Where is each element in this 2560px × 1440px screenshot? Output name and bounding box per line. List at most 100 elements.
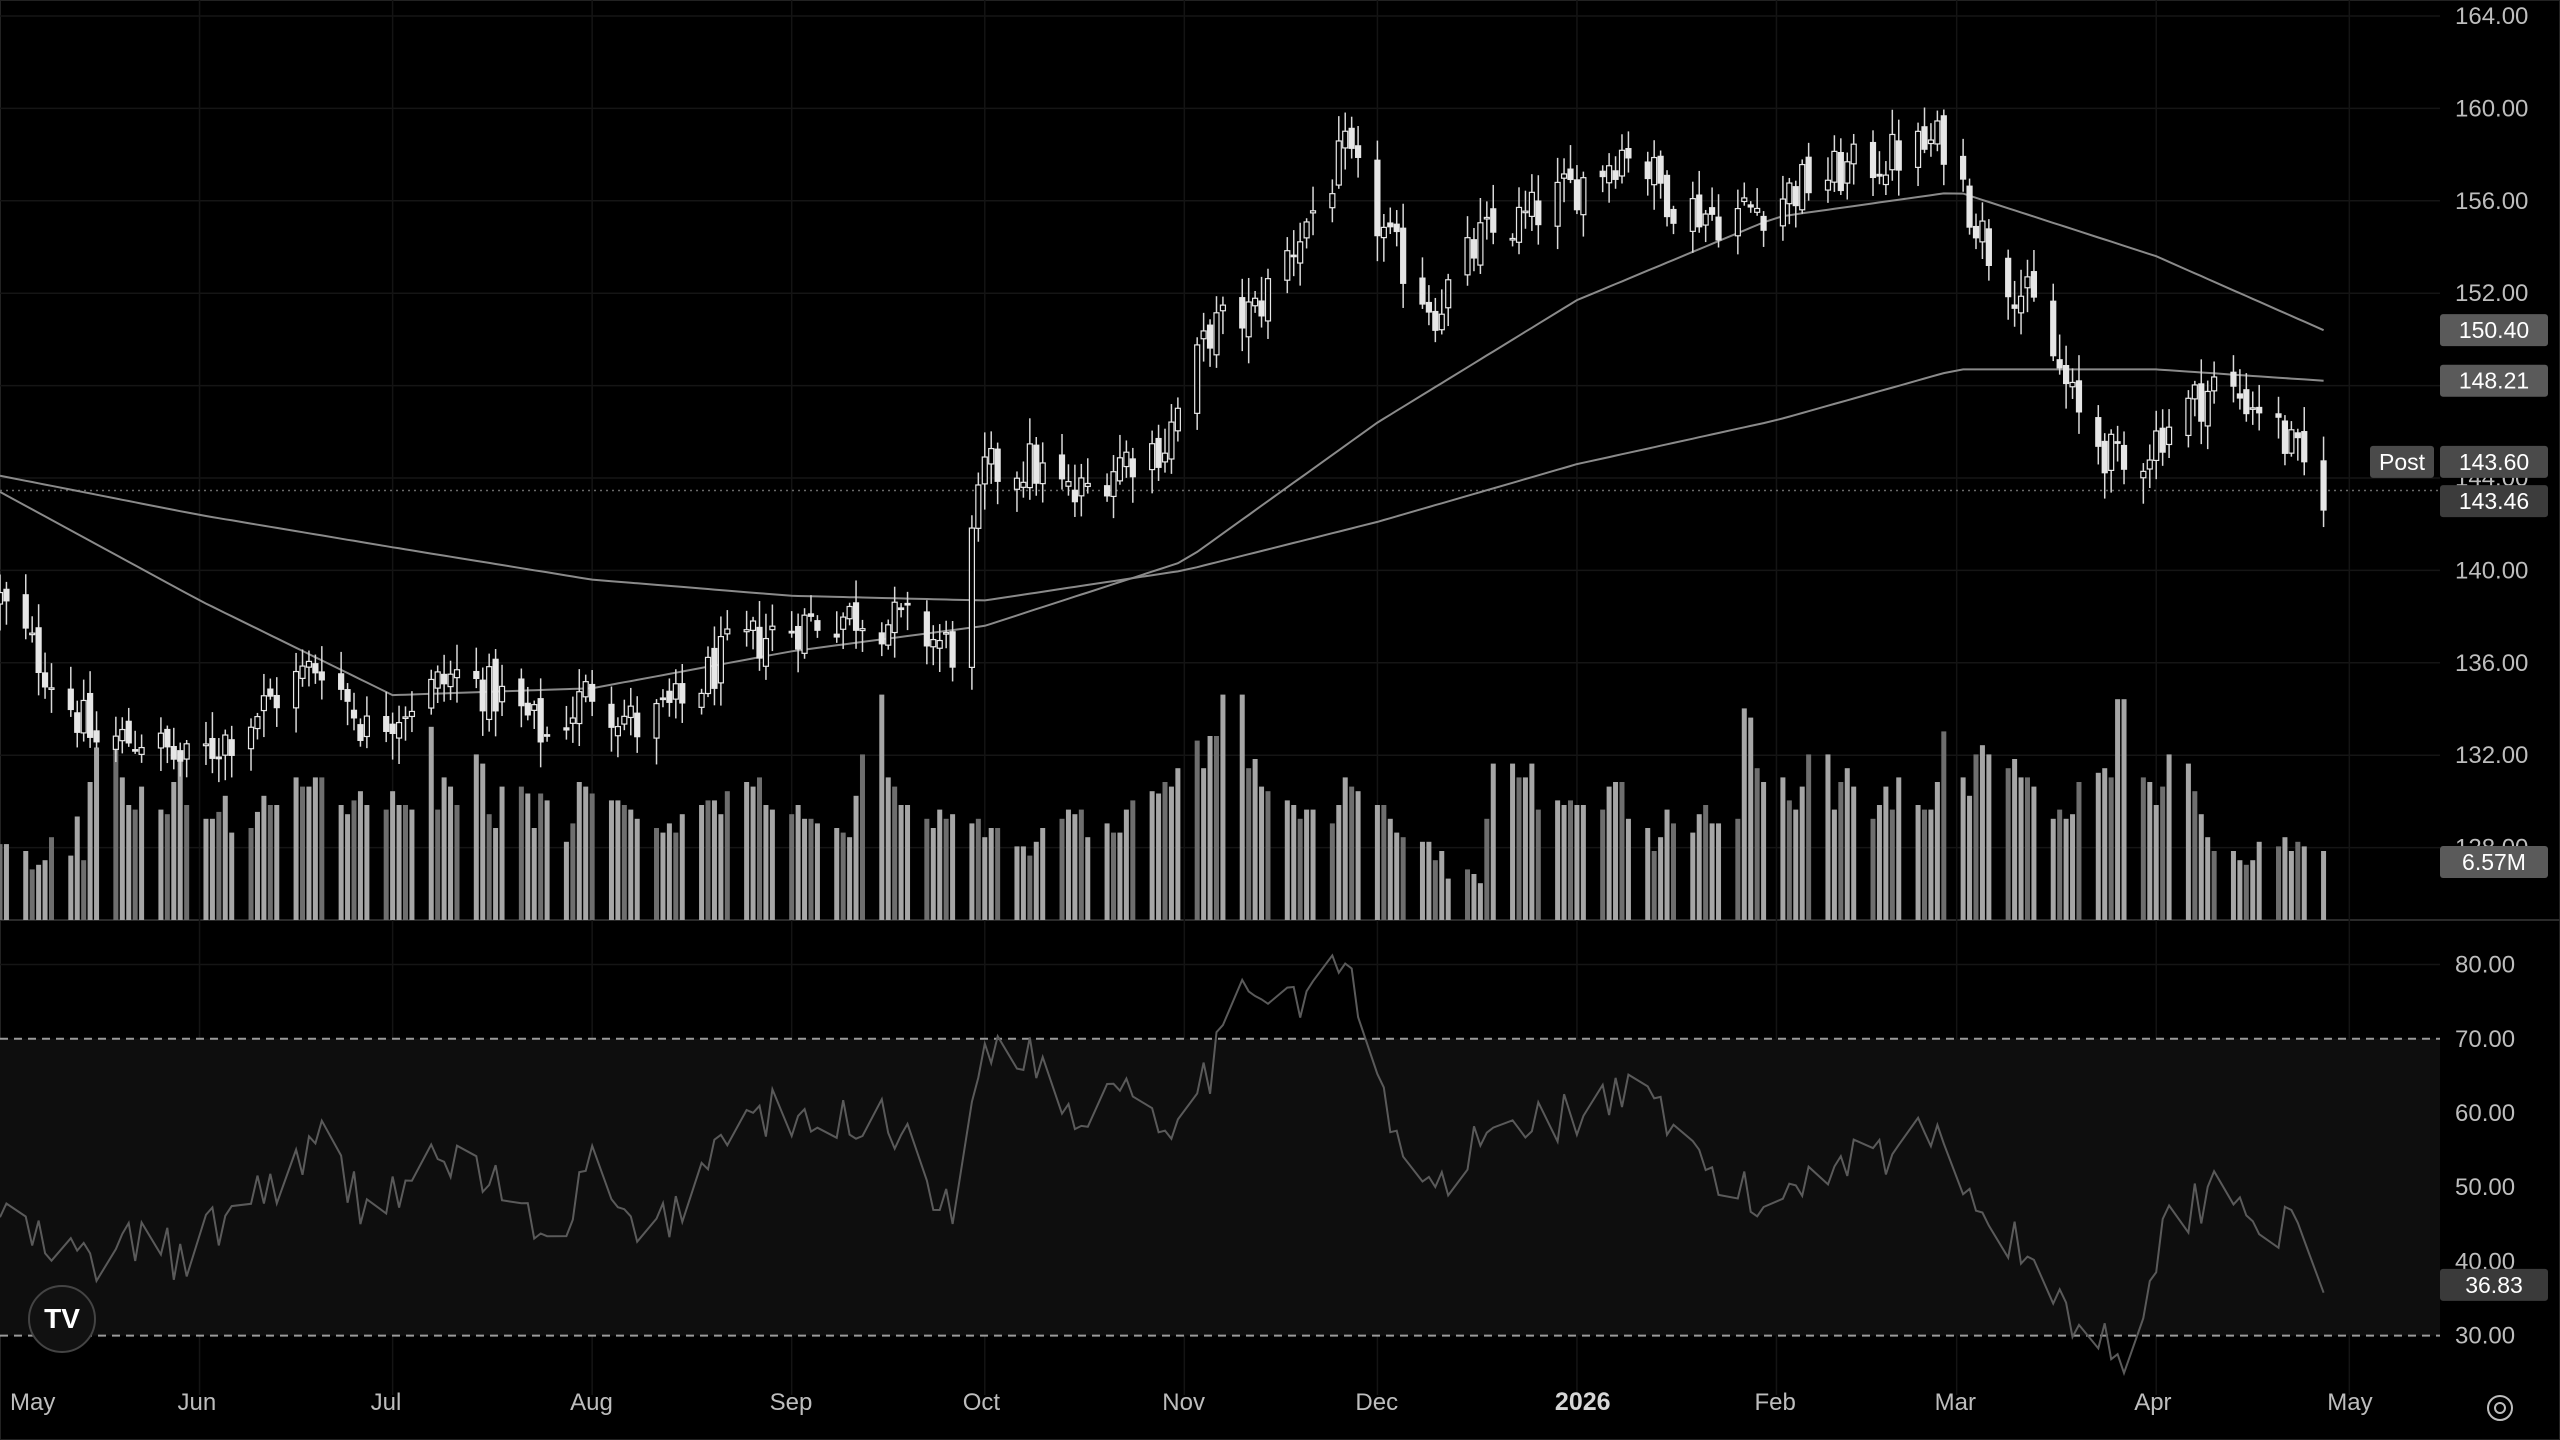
candle-body <box>2011 304 2018 309</box>
volume-bar <box>1445 878 1451 920</box>
candle-body <box>2159 427 2166 453</box>
volume-bar <box>1709 823 1715 920</box>
candle-body <box>1960 155 1967 180</box>
volume-bar <box>840 832 846 920</box>
gear-icon[interactable] <box>2482 1390 2518 1426</box>
volume-bar <box>1522 777 1528 920</box>
candle-body <box>1889 133 1896 171</box>
time-tick-label: 2026 <box>1555 1388 1611 1416</box>
candle-body <box>1419 277 1426 305</box>
volume-bar <box>36 864 42 920</box>
volume-bar <box>42 860 48 920</box>
volume-bar <box>1696 814 1702 920</box>
volume-bar <box>87 782 93 920</box>
candlestick-series[interactable] <box>0 107 2327 783</box>
ma-50-line <box>0 192 2325 697</box>
volume-bar <box>473 754 479 920</box>
last-price-badge: 143.46 <box>2459 488 2529 514</box>
candle-body <box>1206 324 1214 349</box>
candle-body <box>1567 168 1574 181</box>
volume-bar <box>969 823 975 920</box>
volume-bar <box>2192 791 2198 920</box>
volume-bar <box>608 800 614 920</box>
volume-bar <box>1690 832 1696 920</box>
candle-body <box>608 703 615 728</box>
volume-bar <box>2211 851 2217 920</box>
volume-bar <box>673 832 679 920</box>
candle-body <box>1219 304 1227 312</box>
volume-bar <box>132 809 138 920</box>
volume-bar <box>2205 837 2211 920</box>
volume-bar <box>68 855 74 920</box>
volume-bar <box>1117 832 1123 920</box>
candle-body <box>749 620 757 631</box>
candle-body <box>2249 407 2256 410</box>
rsi-pane <box>0 953 2440 1377</box>
candle-body <box>1966 185 1973 228</box>
volume-bar <box>1922 809 1928 920</box>
volume-bar <box>1580 805 1586 920</box>
candle-body <box>125 720 132 744</box>
volume-bar <box>2115 699 2121 920</box>
volume-bar <box>898 805 904 920</box>
volume-bar <box>879 694 885 920</box>
candle-body <box>891 601 898 634</box>
volume-bar <box>209 818 215 920</box>
candle-body <box>1239 297 1246 329</box>
volume-bar <box>757 777 763 920</box>
volume-bar <box>2063 818 2069 920</box>
volume-bar <box>1381 805 1387 920</box>
volume-bar <box>1471 874 1477 920</box>
candle-body <box>1065 481 1072 487</box>
candle-body <box>634 712 641 738</box>
volume-bar <box>1426 841 1432 920</box>
candle-body <box>2095 417 2102 447</box>
candle-body <box>653 702 660 739</box>
candle-body <box>1110 471 1117 498</box>
price-badges: 150.40 148.21 143.60 143.46 6.57M 36.83 Post <box>2370 314 2548 1301</box>
volume-series <box>0 694 2327 920</box>
volume-bar <box>1793 809 1799 920</box>
volume-bar <box>859 754 865 920</box>
volume-bar <box>1072 814 1078 920</box>
volume-bar <box>2031 786 2037 920</box>
volume-bar <box>1889 809 1895 920</box>
volume-bar <box>1020 846 1026 920</box>
candle-body <box>447 673 454 688</box>
volume-bar <box>2198 814 2204 920</box>
volume-bar <box>2301 846 2307 920</box>
volume-bar <box>402 805 408 920</box>
candle-body <box>852 602 860 631</box>
volume-bar <box>319 777 325 920</box>
volume-bar <box>711 800 717 920</box>
volume-bar <box>1432 860 1438 920</box>
candle-body <box>1387 222 1394 228</box>
volume-bar <box>2288 851 2294 920</box>
volume-bar <box>1645 828 1651 920</box>
volume-bar <box>48 837 54 920</box>
volume-bar <box>1658 837 1664 920</box>
volume-bar <box>1799 786 1805 920</box>
candle-body <box>344 689 351 702</box>
volume-bar <box>1555 800 1561 920</box>
volume-bar <box>184 805 190 920</box>
volume-bar <box>409 809 415 920</box>
candle-body <box>363 715 370 738</box>
candle-body <box>273 694 280 709</box>
candle-body <box>1284 250 1291 281</box>
candle-body <box>202 743 210 747</box>
volume-bar <box>486 814 492 920</box>
price-tick-label: 152.00 <box>2455 280 2528 307</box>
candle-body <box>1393 223 1400 233</box>
candle-body <box>666 690 673 703</box>
candle-body <box>1213 312 1220 356</box>
volume-bar <box>1400 837 1406 920</box>
volume-bar <box>795 805 801 920</box>
tradingview-logo[interactable]: TV <box>28 1285 96 1353</box>
candle-body <box>679 683 686 704</box>
candle-body <box>1509 237 1516 241</box>
candle-body <box>1522 210 1529 214</box>
candle-body <box>2153 430 2160 462</box>
candle-body <box>2185 397 2192 437</box>
